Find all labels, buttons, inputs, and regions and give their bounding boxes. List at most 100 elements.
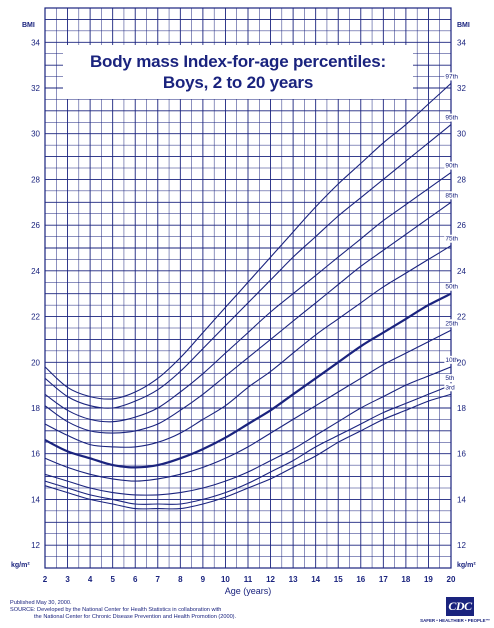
source-line-1: SOURCE: Developed by the National Center… — [10, 607, 222, 614]
label-bg-5th — [444, 374, 463, 383]
y-tick-left-22: 22 — [31, 313, 40, 322]
label-75th: 75th — [445, 236, 458, 243]
y-tick-right-28: 28 — [457, 175, 466, 184]
ytick-bg — [18, 265, 42, 276]
label-bg-97th — [444, 72, 463, 81]
x-tick-9: 9 — [201, 575, 206, 584]
label-97th: 97th — [445, 73, 458, 80]
label-bg-25th — [444, 319, 463, 328]
ytick-bg — [18, 540, 42, 551]
curve-25th — [44, 329, 452, 482]
curve-10th — [44, 366, 452, 496]
x-tick-3: 3 — [65, 575, 70, 584]
x-tick-19: 19 — [424, 575, 433, 584]
source-line-2: the National Center for Chronic Disease … — [34, 614, 237, 621]
percentile-labels: 3rd 5th 10th 25th 50th 75th 85th 90th 95th 97th — [444, 72, 463, 392]
x-tick-7: 7 — [156, 575, 161, 584]
x-tick-2: 2 — [43, 575, 48, 584]
footer: Published May 30, 2000. SOURCE: Develope… — [10, 600, 390, 622]
ytick-bg — [18, 83, 42, 93]
x-tick-6: 6 — [133, 575, 138, 584]
curve-5th — [44, 384, 452, 505]
y-tick-left-14: 14 — [31, 495, 40, 504]
y-tick-right-32: 32 — [457, 84, 466, 93]
x-tick-14: 14 — [311, 575, 320, 584]
unit-label-right: kg/m² — [457, 562, 476, 569]
label-50th: 50th — [445, 284, 458, 291]
ytick-bg — [18, 448, 42, 459]
y-tick-right-12: 12 — [457, 541, 466, 550]
x-tick-20: 20 — [447, 575, 456, 584]
y-tick-labels-right: 12 14 16 18 20 22 24 26 28 30 32 34 — [457, 38, 466, 550]
published-note: Published May 30, 2000. — [10, 600, 72, 606]
curve-97th — [44, 82, 452, 400]
bmi-label-left: BMI — [22, 22, 35, 29]
y-tick-left-34: 34 — [31, 38, 40, 47]
label-bg-85th — [444, 191, 463, 200]
y-tick-right-24: 24 — [457, 267, 466, 276]
y-tick-right-14: 14 — [457, 495, 466, 504]
ytick-bg — [18, 220, 42, 231]
ytick-bg — [18, 403, 42, 413]
y-tick-left-20: 20 — [31, 358, 40, 367]
cdc-tagline: SAFER • HEALTHIER • PEOPLE™ — [420, 618, 490, 623]
y-tick-left-26: 26 — [31, 221, 40, 230]
label-10th: 10th — [445, 357, 458, 364]
x-tick-labels: 2 3 4 5 6 7 8 9 10 11 12 13 14 15 16 17 18 19 20 — [43, 575, 456, 584]
x-tick-8: 8 — [178, 575, 183, 584]
x-tick-4: 4 — [88, 575, 93, 584]
label-bg-95th — [444, 113, 463, 122]
ytick-bg — [18, 174, 42, 185]
label-90th: 90th — [445, 163, 458, 170]
label-25th: 25th — [445, 320, 458, 327]
y-tick-left-28: 28 — [31, 175, 40, 184]
chart-subtitle: Boys, 2 to 20 years — [162, 73, 314, 92]
percentile-curves — [44, 82, 452, 510]
bmi-label-right: BMI — [457, 22, 470, 29]
cdc-logo: CDC SAFER • HEALTHIER • PEOPLE™ — [420, 597, 490, 625]
y-tick-left-32: 32 — [31, 84, 40, 93]
label-85th: 85th — [445, 192, 458, 199]
ytick-bg — [18, 494, 42, 505]
x-tick-17: 17 — [379, 575, 388, 584]
curve-90th — [44, 172, 452, 423]
x-tick-15: 15 — [334, 575, 343, 584]
curve-3rd — [44, 393, 452, 510]
curve-75th — [44, 245, 452, 448]
axis-texts: BMI BMI kg/m² kg/m² Age (years) — [11, 22, 476, 596]
grid-major — [44, 7, 452, 569]
chart-title: Body mass Index-for-age percentiles: — [89, 52, 387, 71]
y-tick-labels-left: 12 14 16 18 20 22 24 26 28 30 32 34 — [18, 37, 42, 551]
y-tick-right-30: 30 — [457, 130, 466, 139]
x-tick-5: 5 — [110, 575, 115, 584]
label-bg-3rd — [444, 383, 463, 392]
y-tick-right-16: 16 — [457, 450, 466, 459]
label-bg-75th — [444, 234, 463, 243]
x-tick-18: 18 — [401, 575, 410, 584]
y-tick-left-12: 12 — [31, 541, 40, 550]
y-tick-left-30: 30 — [31, 130, 40, 139]
title-box: Body mass Index-for-age percentiles: Boy… — [63, 45, 413, 99]
y-tick-left-18: 18 — [31, 404, 40, 413]
x-tick-11: 11 — [244, 575, 253, 584]
y-tick-left-24: 24 — [31, 267, 40, 276]
y-tick-right-18: 18 — [457, 404, 466, 413]
label-bg-90th — [444, 161, 463, 170]
ytick-bg — [18, 311, 42, 322]
cdc-logo-mark: CDC — [446, 597, 474, 616]
ytick-bg — [18, 37, 42, 48]
y-tick-right-34: 34 — [457, 38, 466, 47]
curve-50th — [44, 292, 452, 469]
label-bg-10th — [444, 355, 463, 364]
y-tick-right-22: 22 — [457, 313, 466, 322]
x-tick-12: 12 — [266, 575, 275, 584]
y-tick-left-16: 16 — [31, 450, 40, 459]
unit-label-left: kg/m² — [11, 562, 30, 569]
x-tick-10: 10 — [221, 575, 230, 584]
label-bg-50th — [444, 282, 463, 291]
curve-95th — [44, 124, 452, 409]
label-5th: 5th — [445, 375, 454, 382]
x-tick-13: 13 — [289, 575, 298, 584]
curve-85th — [44, 201, 452, 434]
